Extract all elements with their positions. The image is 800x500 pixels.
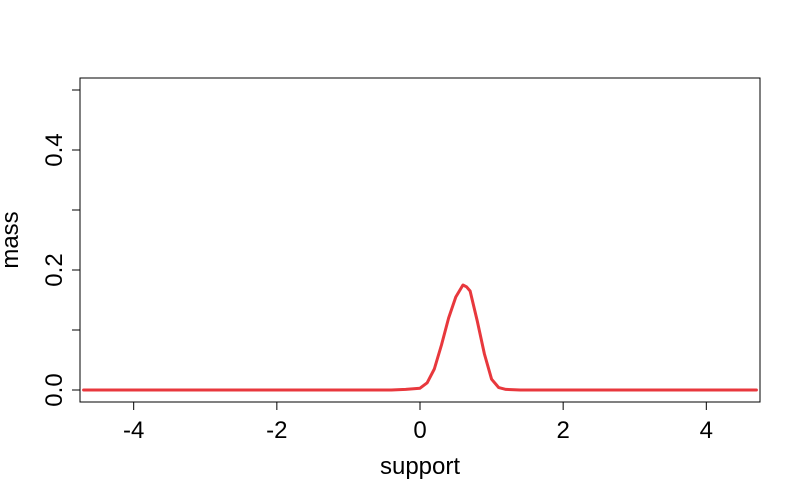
y-tick-label: 0.0: [41, 373, 68, 406]
y-tick-label: 0.4: [41, 133, 68, 166]
y-tick-label: 0.2: [41, 253, 68, 286]
x-tick-label: 0: [413, 417, 426, 444]
x-tick-label: -2: [266, 417, 287, 444]
x-axis: -4 -2 0 2 4: [123, 402, 713, 444]
plot-frame: [79, 77, 761, 403]
x-tick-label: 2: [556, 417, 569, 444]
x-tick-label: 4: [700, 417, 713, 444]
series-line: [82, 283, 758, 392]
x-axis-title: support: [380, 453, 460, 480]
y-axis-title: mass: [0, 211, 24, 268]
y-axis: 0.0 0.2 0.4: [41, 89, 80, 407]
x-tick-label: -4: [123, 417, 144, 444]
series-layer: [82, 283, 758, 392]
